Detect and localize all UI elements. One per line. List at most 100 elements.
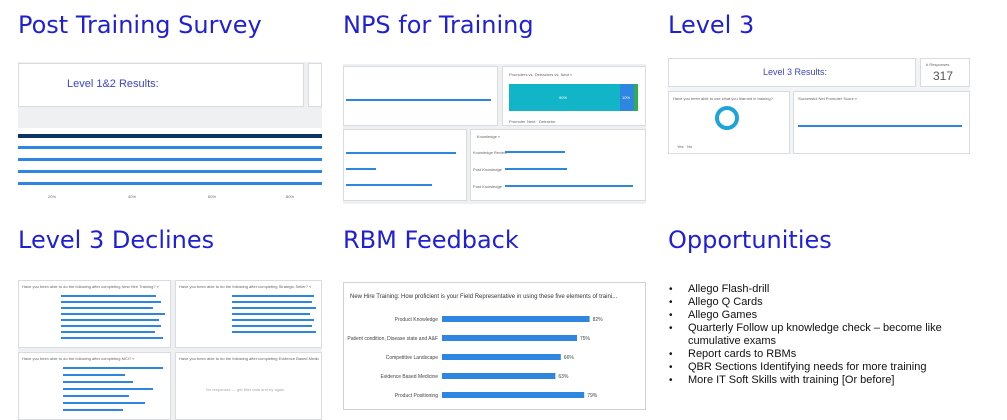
bar: [232, 313, 310, 315]
bar: [61, 313, 165, 315]
list-item: Report cards to RBMs: [668, 348, 968, 361]
list-item: Allego Flash-drill: [668, 283, 968, 296]
declines-panel-4: Have you been able to do the following a…: [175, 352, 322, 420]
level3-results-card: Level 3 Results:: [668, 58, 916, 87]
rbm-bar-value: 82%: [593, 317, 604, 323]
rbm-row-label: Patient condition, Disease state and A&F: [347, 336, 438, 342]
post-training-survey-title: Post Training Survey: [18, 11, 262, 39]
nps-card-1: [343, 66, 498, 126]
bar: [63, 395, 129, 397]
nps-score-title: Successful Net Promoter Score ▿: [798, 96, 857, 101]
bar: [505, 151, 565, 153]
nps-training-title: NPS for Training: [343, 11, 534, 39]
rbm-chart: Product Knowledge 82% Patient condition, D…: [347, 316, 604, 399]
bar: [61, 331, 155, 333]
panel-title: Have you been able to do the following a…: [179, 356, 319, 361]
list-item: QBR Sections Identifying needs for more …: [668, 361, 968, 374]
responses-card: [308, 63, 322, 107]
detractor-segment: [634, 84, 638, 111]
bar: [232, 301, 312, 303]
bar: [61, 307, 153, 309]
post-training-dashboard: Level 1&2 Results: 20% 40% 60% 80%: [18, 62, 322, 204]
list-item: Quarterly Follow up knowledge check – be…: [668, 322, 968, 348]
results-card: Level 1&2 Results:: [18, 63, 304, 107]
rbm-row-label: Product Positioning: [395, 393, 438, 399]
rbm-bar: [442, 354, 561, 360]
declines-panel-2: Have you been able to do the following a…: [175, 280, 322, 348]
legend-promoter: Promoter: [509, 119, 526, 124]
rbm-feedback-card: New Hire Training: How proficient is you…: [343, 282, 646, 410]
results-label: Level 1&2 Results:: [67, 78, 159, 90]
bar-navy: [18, 134, 322, 138]
rbm-bar: [442, 316, 590, 322]
axis-tick: 60%: [208, 194, 217, 199]
knowledge-row-label: Knowledge Review: [473, 150, 508, 155]
rbm-row-label: Competitive Landscape: [386, 355, 438, 361]
responses-label: # Responses: [926, 62, 950, 67]
segment-value: 90%: [559, 95, 568, 100]
bar: [63, 381, 133, 383]
nps-card-3: [343, 129, 467, 201]
bar: [18, 158, 322, 161]
panel-title: Have you been able to do the following a…: [22, 356, 135, 361]
level3-declines-title: Level 3 Declines: [18, 226, 215, 254]
list-item: More IT Soft Skills with training [Or be…: [668, 374, 968, 387]
rbm-bar-value: 63%: [558, 374, 569, 380]
training-bars-card: 20% 40% 60% 80%: [18, 128, 322, 204]
rbm-bar: [442, 373, 556, 379]
opportunities-title: Opportunities: [668, 226, 832, 254]
neutral-segment: 10%: [620, 84, 634, 111]
bar: [232, 307, 316, 309]
nps-score-card: Successful Net Promoter Score ▿: [793, 91, 970, 154]
rbm-bar-value: 66%: [564, 355, 575, 361]
bar: [61, 301, 161, 303]
donut-chart: [715, 106, 739, 130]
level3-dashboard: Level 3 Results: # Responses 317 Have yo…: [668, 58, 970, 154]
bar: [232, 295, 314, 297]
rbm-bar: [442, 335, 577, 341]
bar: [63, 367, 163, 369]
bar: [798, 125, 962, 127]
declines-panel-3: Have you been able to do the following a…: [18, 352, 171, 420]
rbm-chart-title: New Hire Training: How proficient is you…: [350, 294, 618, 300]
bar: [63, 374, 125, 376]
axis-tick: 20%: [48, 194, 57, 199]
bar: [232, 331, 316, 333]
rbm-bar-value: 79%: [587, 393, 598, 399]
level3-results-label: Level 3 Results:: [763, 67, 828, 77]
bar: [346, 152, 456, 154]
bar: [505, 185, 633, 187]
bar: [18, 146, 322, 149]
list-item: Allego Q Cards: [668, 296, 968, 309]
bar: [61, 325, 161, 327]
bar: [346, 99, 491, 101]
bar: [63, 402, 145, 404]
donut-card: Have you been able to use what you learn…: [668, 91, 790, 154]
bar: [232, 319, 314, 321]
bar: [346, 184, 432, 186]
nps-dashboard: Promoters vs. Detractors vs. Neut ▿ 90% …: [343, 64, 646, 204]
legend-no: No: [687, 144, 693, 149]
bar: [346, 168, 376, 170]
axis-tick: 40%: [128, 194, 137, 199]
rbm-feedback-title: RBM Feedback: [343, 226, 519, 254]
knowledge-title: Knowledge ▿: [477, 134, 500, 139]
panel-title: Have you been able to do the following a…: [22, 284, 159, 289]
promoter-segment: 90%: [509, 84, 620, 111]
bar: [505, 168, 567, 170]
level3-declines-dashboard: Have you been able to do the following a…: [18, 280, 322, 420]
opportunities-list: Allego Flash-drill Allego Q Cards Allego…: [668, 283, 968, 387]
bar: [63, 409, 123, 411]
axis-tick: 80%: [286, 194, 295, 199]
rbm-row-label: Product Knowledge: [395, 317, 439, 323]
bar: [232, 325, 312, 327]
responses-card: # Responses 317: [920, 58, 970, 87]
promoters-card: Promoters vs. Detractors vs. Neut ▿ 90% …: [502, 66, 646, 126]
legend-yes: Yes: [677, 144, 684, 149]
knowledge-row-label: Post Knowledge: [473, 184, 502, 189]
bar: [61, 295, 156, 297]
rbm-row-label: Evidence Based Medicine: [380, 374, 438, 380]
donut-question: Have you been able to use what you learn…: [673, 96, 773, 101]
bar: [18, 170, 322, 173]
bar: [61, 337, 163, 339]
